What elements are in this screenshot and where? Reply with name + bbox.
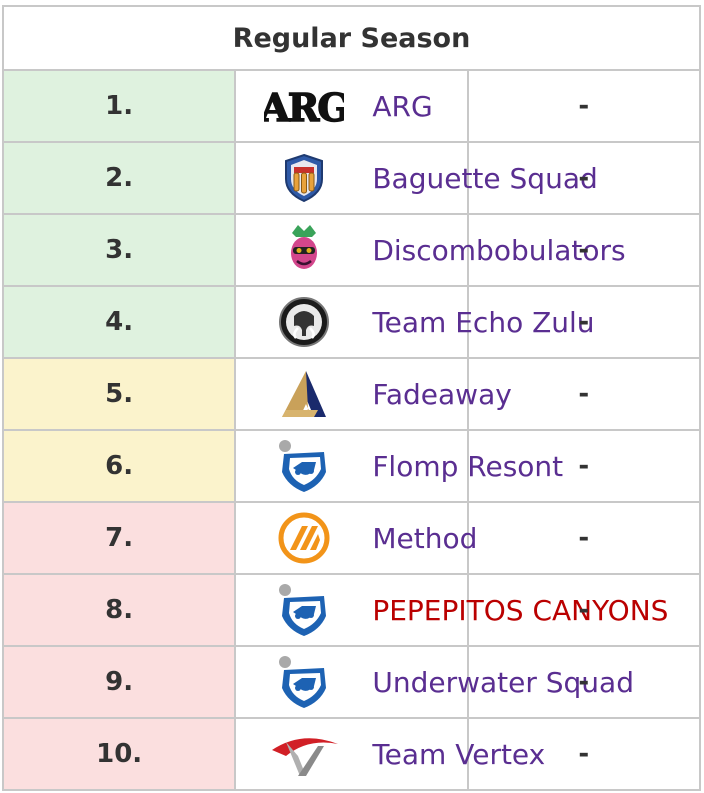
rank-cell: 8.: [1, 573, 237, 647]
team-name-link[interactable]: PEPEPITOS CANYONS: [372, 593, 669, 627]
team-name-link[interactable]: Team Vertex: [372, 737, 546, 771]
table-row: 10. Team Vertex -: [1, 717, 702, 791]
team-cell: Team Echo Zulu: [234, 285, 595, 359]
score-cell: -: [466, 141, 702, 215]
baguette-shield-logo[interactable]: [236, 144, 372, 212]
team-cell: Method: [234, 501, 477, 575]
table-row: 7. Method -: [1, 501, 702, 575]
rank-cell: 4.: [1, 285, 237, 359]
team-cell: PEPEPITOS CANYONS: [234, 573, 668, 647]
team-name-link[interactable]: Team Echo Zulu: [372, 305, 595, 339]
rank-cell: 1.: [1, 69, 237, 143]
team-cell: Baguette Squad: [234, 141, 598, 215]
score-cell: -: [466, 69, 702, 143]
standings-rows: 1. ARG ARG - 2. Baguette Squad - 3. Disc…: [1, 69, 702, 791]
team-name-link[interactable]: ARG: [372, 89, 433, 123]
team-name-link[interactable]: Method: [372, 521, 478, 555]
rocket-league-logo[interactable]: [236, 432, 372, 500]
team-name-link[interactable]: Baguette Squad: [372, 161, 598, 195]
rocket-league-logo[interactable]: [236, 648, 372, 716]
rocket-league-logo[interactable]: [236, 576, 372, 644]
score-cell: -: [466, 285, 702, 359]
table-row: 6. Flomp Resont -: [1, 429, 702, 503]
table-row: 1. ARG ARG -: [1, 69, 702, 143]
rank-cell: 7.: [1, 501, 237, 575]
team-cell: Underwater Squad: [234, 645, 634, 719]
team-name-link[interactable]: Flomp Resont: [372, 449, 564, 483]
table-row: 5. Fadeaway -: [1, 357, 702, 431]
rank-cell: 9.: [1, 645, 237, 719]
score-cell: -: [466, 213, 702, 287]
table-row: 9. Underwater Squad -: [1, 645, 702, 719]
team-cell: Fadeaway: [234, 357, 512, 431]
team-cell: Team Vertex: [234, 717, 545, 791]
table-row: 3. Discombobulators -: [1, 213, 702, 287]
table-title: Regular Season: [2, 5, 701, 71]
rank-cell: 2.: [1, 141, 237, 215]
svg-text:ARG: ARG: [264, 85, 344, 128]
table-row: 4. Team Echo Zulu -: [1, 285, 702, 359]
score-cell: -: [466, 501, 702, 575]
score-cell: -: [466, 429, 702, 503]
fadeaway-logo[interactable]: [236, 360, 372, 428]
rank-cell: 3.: [1, 213, 237, 287]
team-name-link[interactable]: Fadeaway: [372, 377, 512, 411]
table-row: 8. PEPEPITOS CANYONS -: [1, 573, 702, 647]
score-cell: -: [466, 645, 702, 719]
score-cell: -: [466, 357, 702, 431]
score-cell: -: [466, 717, 702, 791]
team-cell: ARG ARG: [234, 69, 469, 143]
team-cell: Flomp Resont: [234, 429, 563, 503]
arg-wordmark-logo[interactable]: ARG: [236, 72, 372, 140]
vertex-logo[interactable]: [236, 720, 372, 788]
rank-cell: 5.: [1, 357, 237, 431]
method-logo[interactable]: [236, 504, 372, 572]
pink-head-logo[interactable]: [236, 216, 372, 284]
team-cell: Discombobulators: [234, 213, 626, 287]
team-name-link[interactable]: Underwater Squad: [372, 665, 634, 699]
mammoth-badge-logo[interactable]: [236, 288, 372, 356]
rank-cell: 6.: [1, 429, 237, 503]
score-cell: -: [466, 573, 702, 647]
rank-cell: 10.: [1, 717, 237, 791]
standings-table: Regular Season 1. ARG ARG - 2. Baguette …: [1, 5, 702, 791]
table-row: 2. Baguette Squad -: [1, 141, 702, 215]
